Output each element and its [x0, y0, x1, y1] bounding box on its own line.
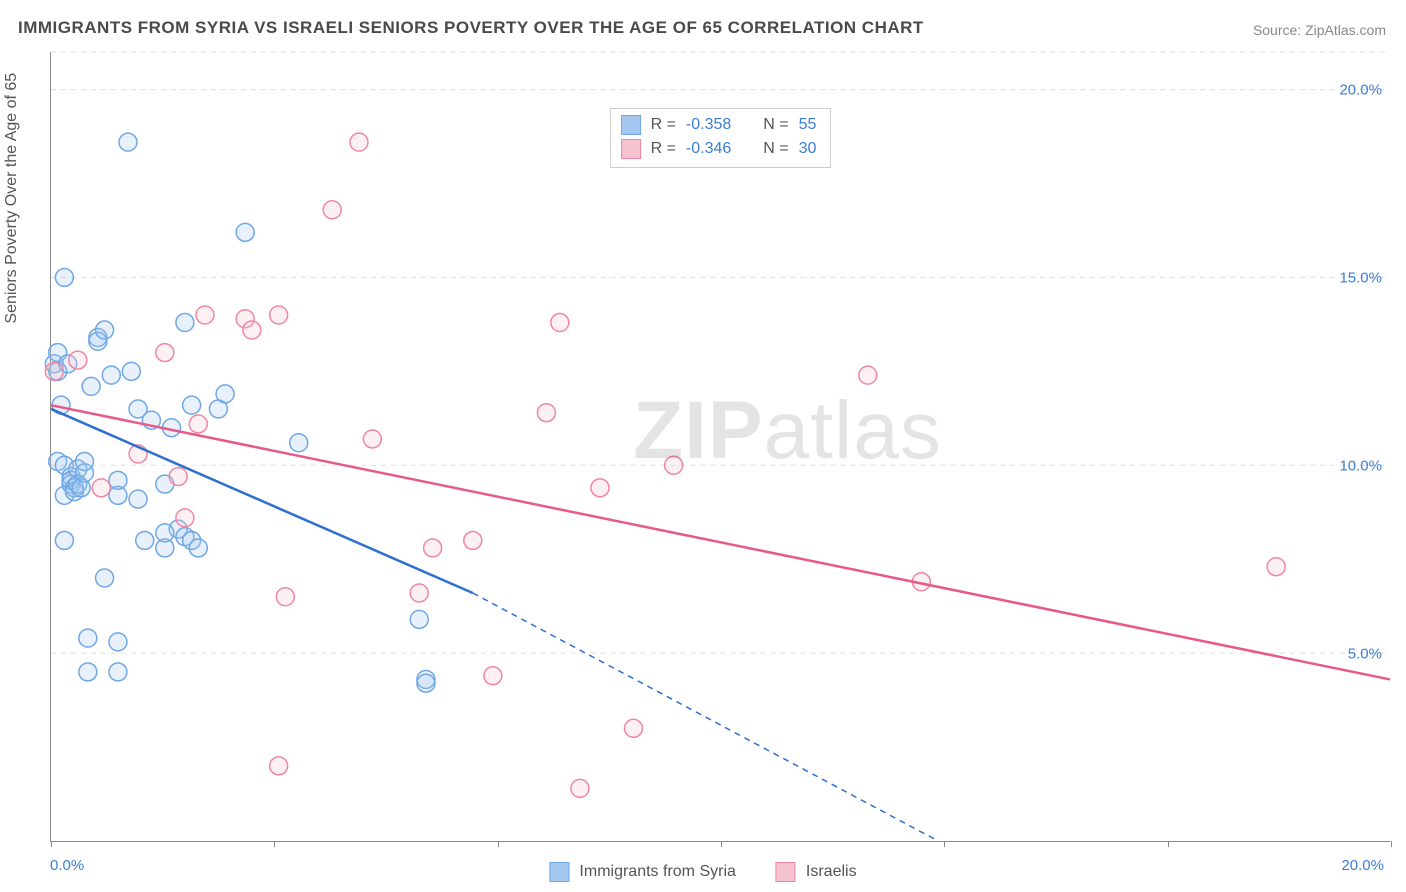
swatch-israeli-bottom	[776, 862, 796, 882]
y-tick-label: 5.0%	[1348, 645, 1382, 662]
y-axis-title: Seniors Poverty Over the Age of 65	[3, 73, 21, 324]
source-label: Source:	[1253, 22, 1305, 38]
r-label: R =	[651, 137, 676, 161]
x-tick-mark	[1391, 841, 1392, 847]
x-tick-mark	[51, 841, 52, 847]
plot-area: 5.0% 10.0% 15.0% 20.0% R = -0.358 N = 55 R …	[50, 52, 1390, 842]
stats-row-israeli: R = -0.346 N = 30	[621, 137, 817, 161]
y-tick-label: 10.0%	[1339, 457, 1382, 474]
source-name: ZipAtlas.com	[1305, 22, 1386, 38]
y-tick-label: 20.0%	[1339, 81, 1382, 98]
x-tick-mark	[721, 841, 722, 847]
r-value-israeli: -0.346	[686, 137, 731, 161]
r-value-syria: -0.358	[686, 113, 731, 137]
x-tick-label-min: 0.0%	[50, 857, 84, 874]
chart-svg	[51, 52, 1390, 841]
stats-legend: R = -0.358 N = 55 R = -0.346 N = 30	[610, 108, 832, 168]
y-tick-label: 15.0%	[1339, 269, 1382, 286]
x-tick-mark	[944, 841, 945, 847]
swatch-syria-bottom	[549, 862, 569, 882]
bottom-legend: Immigrants from Syria Israelis	[549, 862, 856, 882]
source-attribution: Source: ZipAtlas.com	[1253, 22, 1386, 38]
legend-item-israeli: Israelis	[776, 862, 857, 882]
n-label: N =	[763, 113, 788, 137]
x-tick-mark	[498, 841, 499, 847]
x-tick-mark	[1168, 841, 1169, 847]
x-tick-label-max: 20.0%	[1341, 857, 1384, 874]
n-value-syria: 55	[799, 113, 817, 137]
n-value-israeli: 30	[799, 137, 817, 161]
x-tick-mark	[274, 841, 275, 847]
swatch-israeli	[621, 139, 641, 159]
swatch-syria	[621, 115, 641, 135]
legend-label-israeli: Israelis	[806, 863, 857, 881]
n-label: N =	[763, 137, 788, 161]
chart-title: IMMIGRANTS FROM SYRIA VS ISRAELI SENIORS…	[18, 18, 924, 38]
legend-label-syria: Immigrants from Syria	[579, 863, 735, 881]
stats-row-syria: R = -0.358 N = 55	[621, 113, 817, 137]
r-label: R =	[651, 113, 676, 137]
legend-item-syria: Immigrants from Syria	[549, 862, 735, 882]
